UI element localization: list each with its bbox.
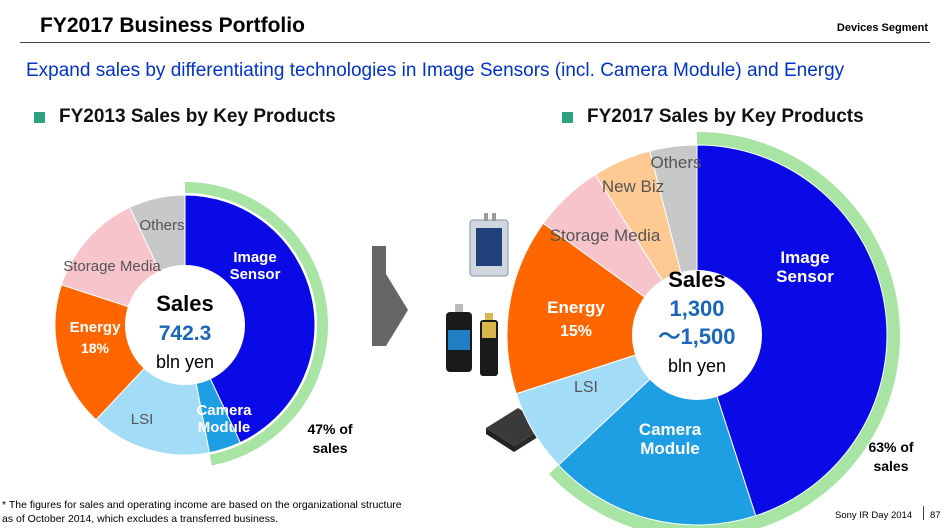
center-sales-value: 742.3 <box>159 322 212 345</box>
fy2013-chart-title: FY2013 Sales by Key Products <box>59 106 336 127</box>
slice-label-others: Others <box>139 217 184 234</box>
slice-label-image-sensor: Image Sensor <box>776 248 834 286</box>
footer-brand: Sony IR Day 2014 <box>835 510 913 521</box>
title-divider <box>20 42 930 43</box>
page-subtitle: Expand sales by differentiating technolo… <box>26 60 845 81</box>
footer-divider <box>923 506 924 520</box>
share-note: 47% of sales <box>307 421 352 456</box>
slice-label-lsi: LSI <box>574 379 598 396</box>
center-sales-label: Sales <box>668 267 726 292</box>
slice-label-others: Others <box>650 153 701 172</box>
fy2013-pie-chart: Image Sensor Camera Module LSI Energy 18% Stora… <box>54 182 353 466</box>
square-bullet-icon <box>34 111 45 123</box>
pie-slice-image-sensor <box>696 144 888 517</box>
slice-value-energy: 18% <box>81 340 110 356</box>
center-sales-unit: bln yen <box>668 356 726 376</box>
slice-label-new-biz: New Biz <box>602 177 664 196</box>
center-sales-label: Sales <box>156 291 214 316</box>
pie-center-hole <box>125 265 245 385</box>
fy2013-chart-heading: FY2013 Sales by Key Products <box>34 106 336 128</box>
slice-label-image-sensor: Image Sensor <box>230 249 281 283</box>
slice-label-storage-media: Storage Media <box>550 226 661 245</box>
battery-pack-icon <box>469 213 509 277</box>
fy2017-chart-heading: FY2017 Sales by Key Products <box>562 106 864 128</box>
page-number: 87 <box>930 510 941 521</box>
fy2017-chart-title: FY2017 Sales by Key Products <box>587 106 864 127</box>
slice-label-camera-module: Camera Module <box>639 420 702 458</box>
slice-label-lsi: LSI <box>131 411 154 428</box>
footnote: * The figures for sales and operating in… <box>2 499 402 525</box>
center-sales-unit: bln yen <box>156 352 214 372</box>
center-sales-value: 1,300 ～1,500 <box>658 296 735 349</box>
slice-label-energy: Energy <box>547 298 605 317</box>
page-title: FY2017 Business Portfolio <box>40 14 305 37</box>
fy2017-pie-chart: Image Sensor Camera Module LSI Energy 15% Stora… <box>506 132 914 528</box>
share-note: 63% of sales <box>868 439 913 474</box>
slice-label-storage-media: Storage Media <box>63 258 161 275</box>
slice-value-energy: 15% <box>560 323 592 340</box>
square-bullet-icon <box>562 111 573 123</box>
slice-label-energy: Energy <box>70 319 122 336</box>
pie-center-hole <box>632 270 762 400</box>
segment-label: Devices Segment <box>836 22 928 34</box>
slice-label-camera-module: Camera Module <box>196 402 252 436</box>
batteries-icon <box>446 304 498 376</box>
transition-arrow-icon <box>372 246 408 346</box>
